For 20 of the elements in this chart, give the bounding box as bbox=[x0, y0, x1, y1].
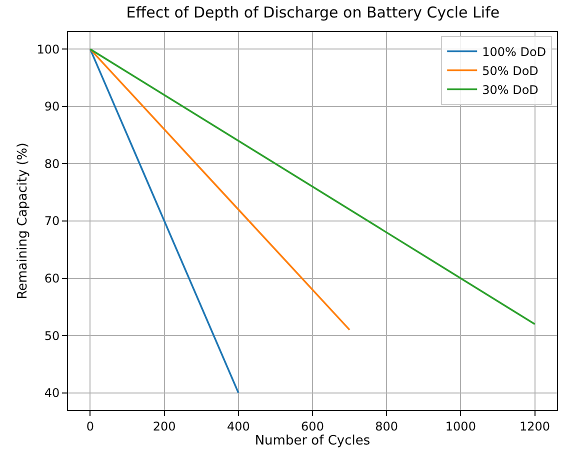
y-tick-label: 50 bbox=[44, 328, 60, 343]
y-tick-label: 80 bbox=[44, 156, 60, 171]
y-tick-label: 70 bbox=[44, 214, 60, 228]
chart-title: Effect of Depth of Discharge on Battery Cycle Life bbox=[126, 3, 500, 22]
x-tick-label: 200 bbox=[152, 419, 176, 434]
y-tick-label: 100 bbox=[36, 42, 60, 56]
legend-label: 50% DoD bbox=[482, 64, 538, 78]
x-axis-title: Number of Cycles bbox=[254, 433, 370, 448]
x-tick-label: 600 bbox=[301, 419, 324, 434]
x-tick-label: 800 bbox=[375, 419, 398, 434]
x-tick-label: 400 bbox=[226, 419, 250, 434]
y-tick-label: 60 bbox=[44, 271, 60, 286]
x-tick-label: 0 bbox=[86, 419, 94, 434]
legend-label: 100% DoD bbox=[482, 44, 546, 59]
y-tick-label: 40 bbox=[44, 386, 60, 400]
x-tick-label: 1000 bbox=[445, 419, 476, 434]
y-axis-title: Remaining Capacity (%) bbox=[16, 142, 31, 300]
y-tick-label: 90 bbox=[44, 100, 60, 114]
x-tick-label: 1200 bbox=[519, 419, 550, 434]
legend-label: 30% DoD bbox=[482, 82, 538, 97]
